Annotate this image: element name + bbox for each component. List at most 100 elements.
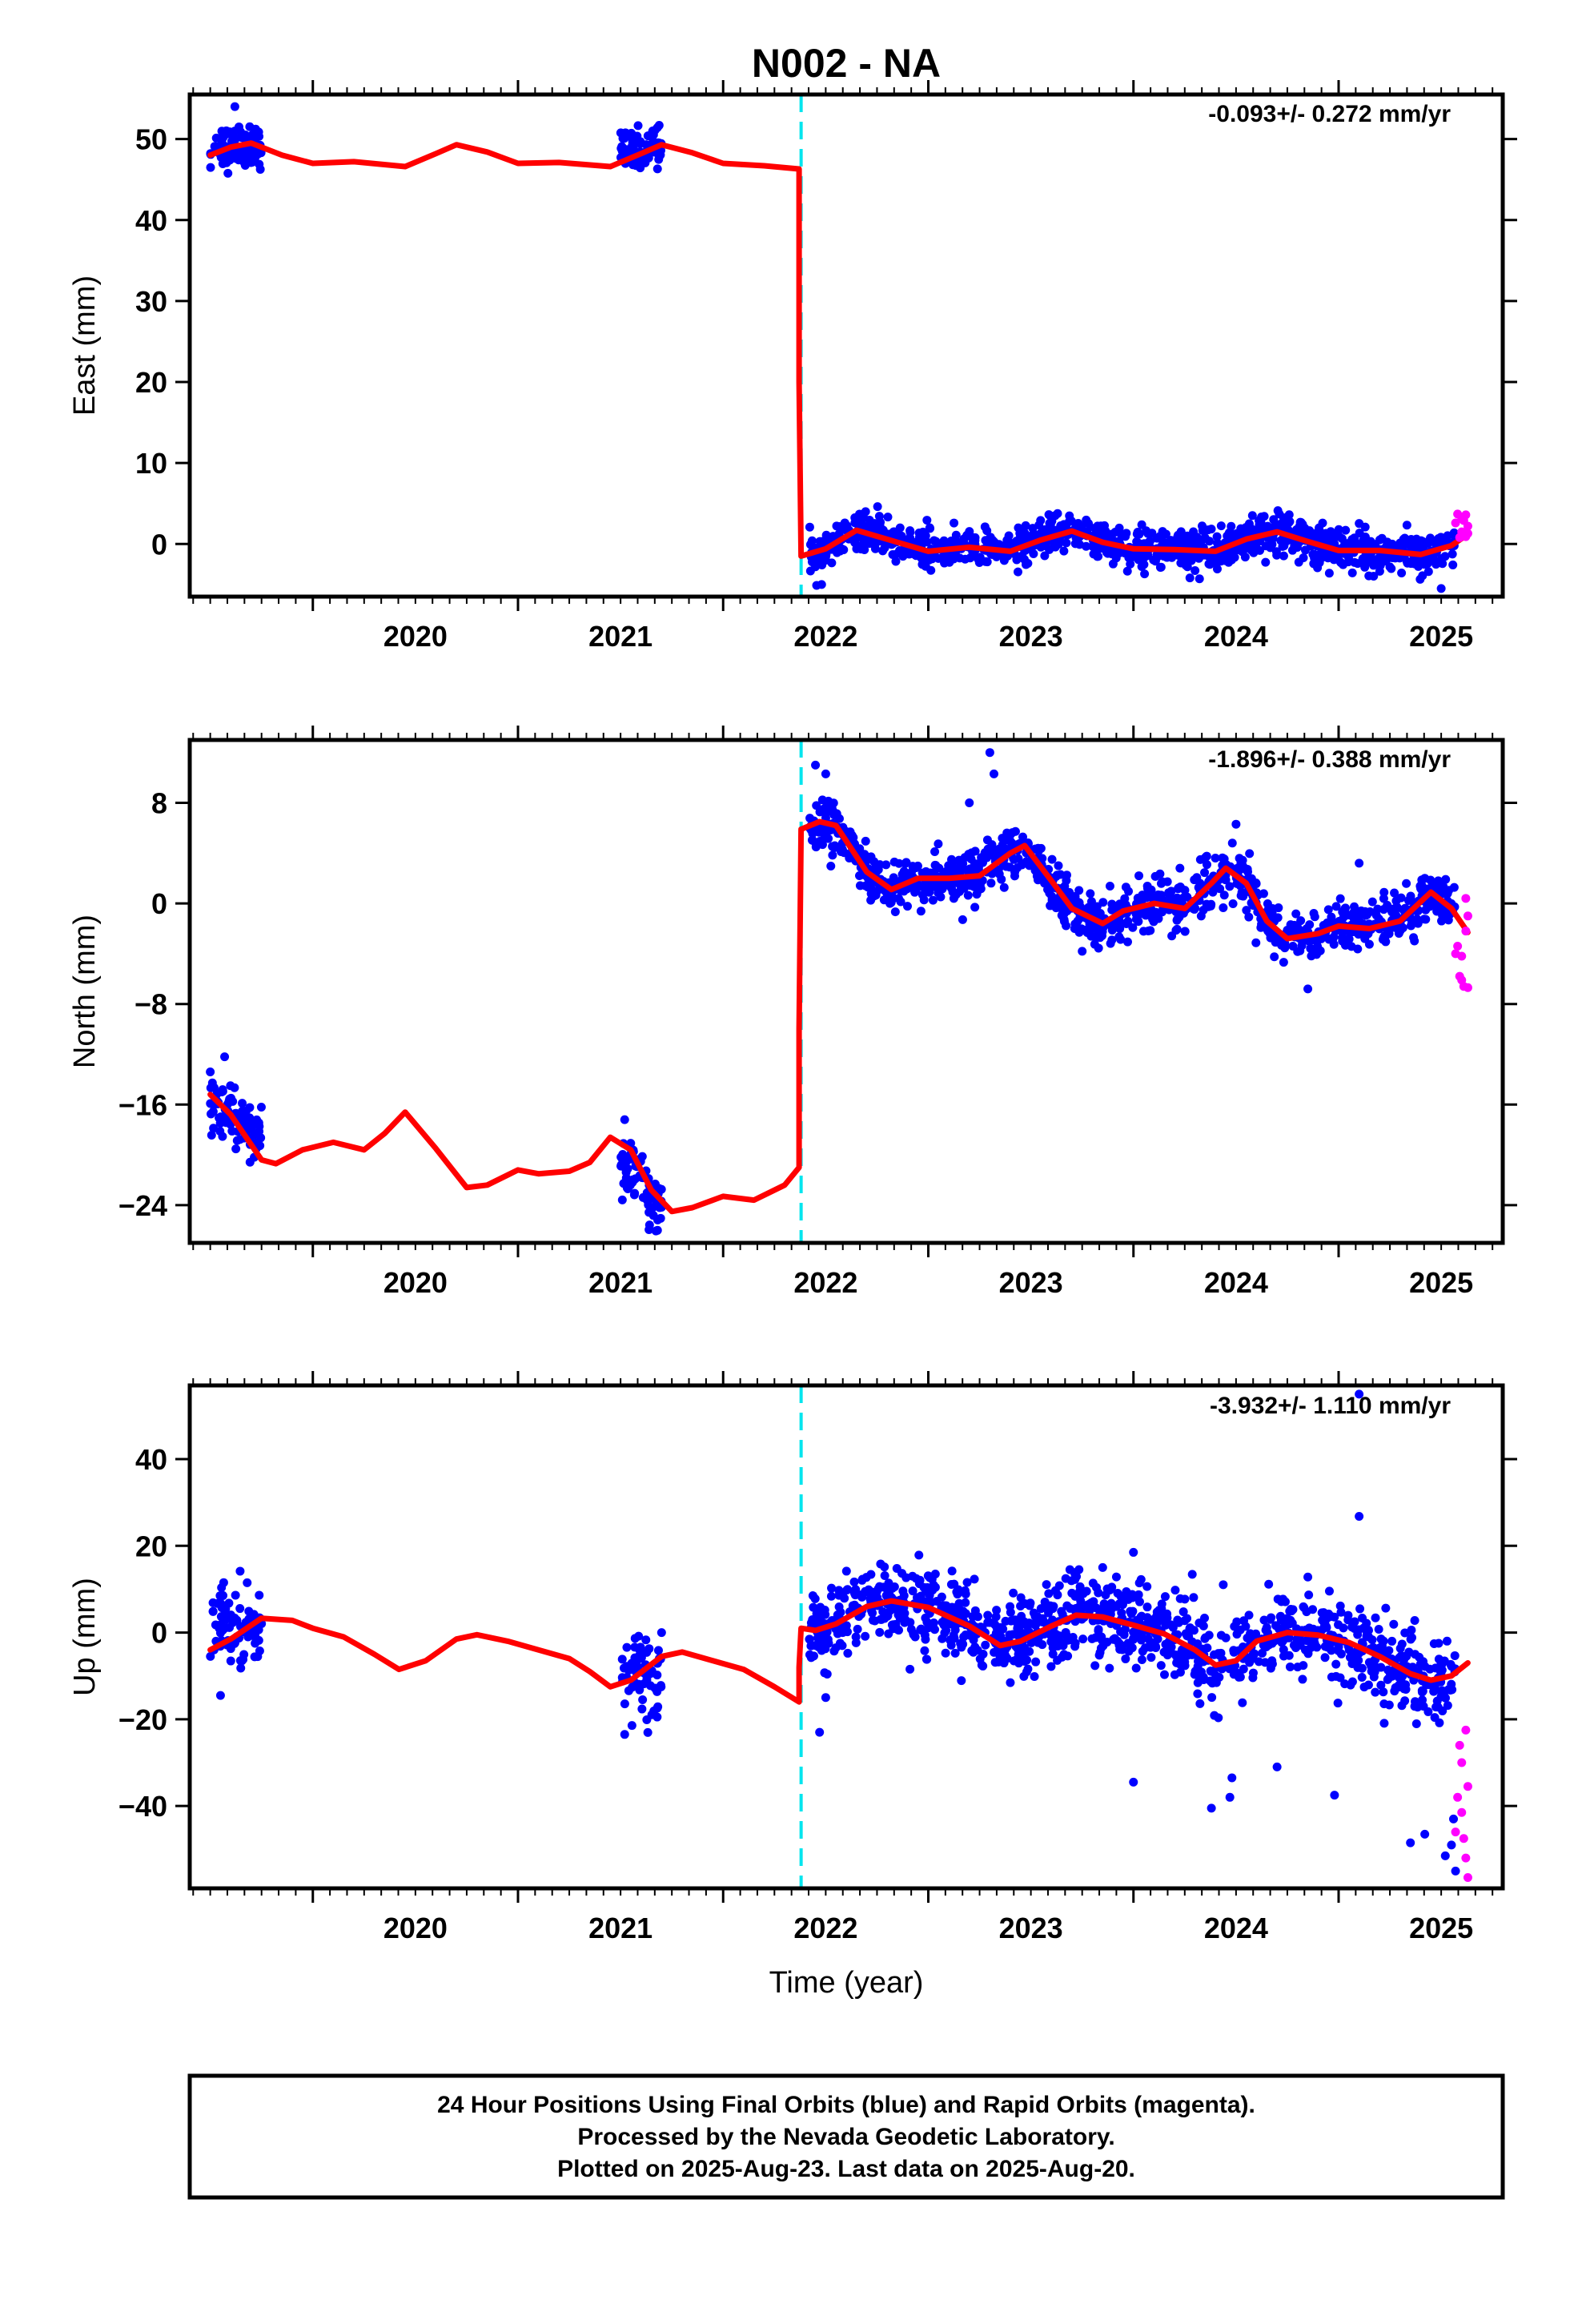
north-y-tick-label: −8 [135, 988, 167, 1021]
east-final-point [986, 533, 995, 542]
north-final-point [948, 862, 958, 871]
up-final-point [1440, 1851, 1450, 1860]
east-final-point [1334, 525, 1343, 534]
up-final-point [1320, 1618, 1330, 1627]
east-y-axis-label: East (mm) [68, 275, 102, 416]
east-final-point [837, 525, 846, 534]
north-final-point [1373, 904, 1383, 914]
up-final-point [642, 1715, 652, 1724]
north-final-point [958, 915, 967, 924]
up-rapid-point [1455, 1740, 1464, 1750]
up-final-point [1092, 1582, 1102, 1592]
up-final-point [1006, 1678, 1015, 1687]
north-final-point [934, 839, 943, 849]
up-final-point [1246, 1629, 1255, 1638]
up-final-point [1067, 1588, 1077, 1598]
up-final-point [1260, 1658, 1270, 1667]
east-y-tick-label: 40 [135, 204, 167, 237]
east-final-point [646, 131, 656, 140]
east-final-point [1360, 522, 1370, 532]
north-final-point [1018, 832, 1028, 842]
up-final-point [969, 1635, 978, 1645]
north-final-point [1394, 928, 1403, 938]
north-final-point [997, 846, 1006, 855]
east-final-point [255, 164, 265, 174]
east-final-point [1082, 515, 1091, 525]
north-final-point [1200, 868, 1210, 878]
north-final-point [1178, 893, 1188, 903]
up-final-point [1075, 1582, 1085, 1591]
north-final-point [824, 797, 833, 806]
east-final-point [1232, 529, 1242, 538]
up-final-point [1357, 1673, 1367, 1683]
north-final-point [1402, 879, 1411, 888]
up-final-point [1420, 1829, 1430, 1839]
east-final-point [805, 540, 815, 549]
up-final-point [224, 1598, 234, 1608]
north-final-point [245, 1157, 255, 1167]
east-final-point [1300, 545, 1310, 555]
north-final-point [1123, 916, 1133, 926]
east-final-point [1418, 571, 1427, 581]
east-final-point [219, 133, 228, 143]
north-rapid-point [1463, 911, 1472, 921]
east-final-point [1196, 538, 1206, 548]
north-final-point [1133, 894, 1142, 903]
up-final-point [1298, 1675, 1307, 1684]
east-final-point [1182, 531, 1192, 541]
north-final-point [1078, 947, 1087, 956]
up-final-point [1425, 1664, 1435, 1674]
up-rapid-point [1461, 1853, 1471, 1863]
up-final-point [1143, 1618, 1153, 1628]
up-y-tick-label: 20 [135, 1530, 167, 1562]
north-final-point [1309, 908, 1319, 918]
up-final-point [1243, 1653, 1253, 1663]
up-final-point [1126, 1609, 1136, 1618]
north-final-point [1142, 882, 1152, 891]
up-final-point [255, 1590, 264, 1600]
north-final-point [811, 760, 821, 770]
north-final-point [1433, 876, 1443, 886]
north-final-point [1244, 912, 1254, 922]
up-final-point [1430, 1713, 1439, 1723]
up-final-point [1354, 1655, 1363, 1665]
north-final-point [1266, 933, 1275, 943]
up-final-point [1138, 1647, 1147, 1656]
up-final-point [1156, 1661, 1166, 1671]
up-final-point [949, 1630, 958, 1640]
east-final-point [255, 131, 264, 141]
up-final-point [1009, 1588, 1018, 1598]
east-final-point [940, 551, 950, 561]
up-final-point [1113, 1636, 1122, 1646]
up-final-point [1261, 1625, 1271, 1634]
east-final-point [1167, 553, 1177, 562]
up-final-point [908, 1586, 917, 1596]
north-final-point [1211, 854, 1220, 863]
up-final-point [1036, 1604, 1046, 1614]
up-final-point [1006, 1607, 1015, 1617]
up-final-point [1227, 1773, 1237, 1783]
east-final-point [1267, 535, 1276, 545]
up-final-point [1055, 1636, 1065, 1646]
up-final-point [1320, 1642, 1330, 1651]
east-x-tick-label: 2023 [999, 620, 1063, 653]
east-final-point [883, 513, 893, 522]
north-panel: 2020 2021 2022 2023 2024 2025 8 0 −8 −16 −24 North … [68, 726, 1517, 1299]
north-final-point [985, 748, 994, 758]
east-final-point [1040, 551, 1050, 561]
north-rate-label: -1.896+/- 0.388 mm/yr [1208, 746, 1451, 773]
up-final-point [1429, 1687, 1439, 1696]
north-final-point [1367, 897, 1377, 907]
up-final-point [1121, 1654, 1130, 1663]
east-final-point [1088, 541, 1098, 551]
up-final-point [1267, 1659, 1277, 1669]
north-final-point [617, 1195, 627, 1204]
up-final-point [1014, 1659, 1024, 1668]
up-final-point [1239, 1664, 1248, 1674]
up-final-point [1070, 1574, 1080, 1584]
up-final-point [849, 1589, 859, 1598]
east-final-point [955, 553, 965, 563]
up-final-point [650, 1683, 660, 1693]
up-final-point [1182, 1614, 1192, 1623]
north-final-point [1390, 888, 1399, 898]
